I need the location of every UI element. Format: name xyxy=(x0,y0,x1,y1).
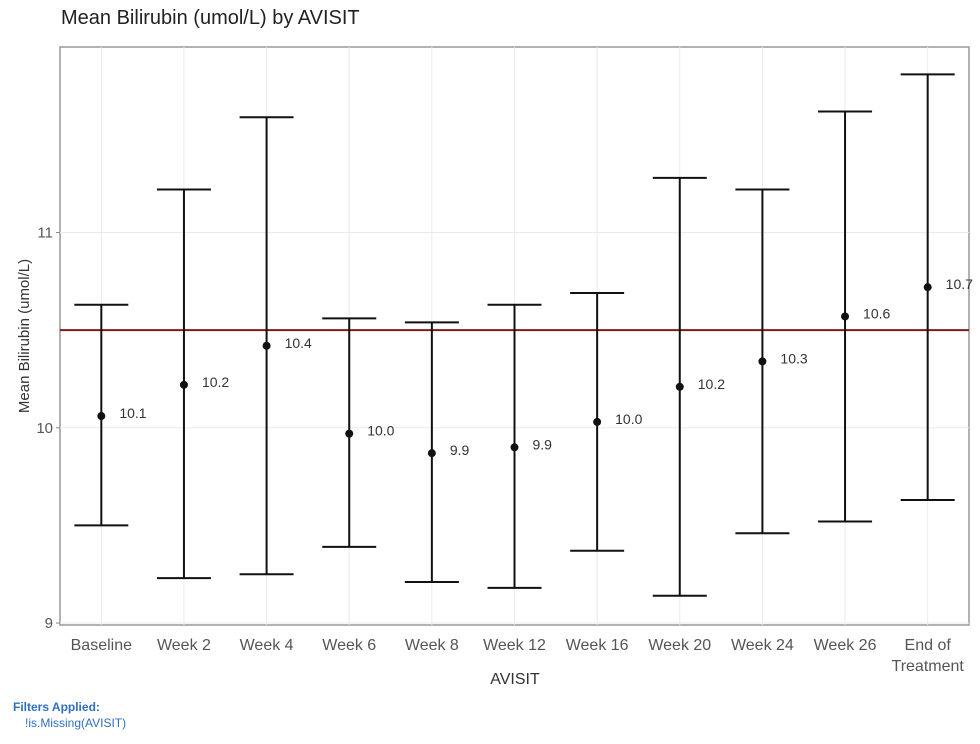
x-tick-label: Week 2 xyxy=(157,637,211,654)
mean-point xyxy=(179,380,188,389)
x-tick-label: Week 24 xyxy=(731,637,794,654)
x-tick-label: Week 26 xyxy=(814,637,877,654)
data-label: 10.7 xyxy=(946,276,973,292)
data-label: 10.0 xyxy=(367,423,394,439)
x-tick-label: End of xyxy=(905,637,952,654)
mean-point xyxy=(97,412,106,421)
data-label: 9.9 xyxy=(450,442,470,458)
data-label: 10.2 xyxy=(202,374,229,390)
mean-point xyxy=(510,443,519,452)
chart-title: Mean Bilirubin (umol/L) by AVISIT xyxy=(61,7,360,29)
y-tick-label: 9 xyxy=(45,615,53,632)
mean-point xyxy=(923,283,932,292)
filters-panel: Filters Applied: !is.Missing(AVISIT) xyxy=(13,700,126,730)
error-bars: 10.1 10.2 10.4 10.0 9.9 9.9 10.0 10.2 10.3 10.6 10… xyxy=(74,73,973,597)
data-label: 10.2 xyxy=(698,376,725,392)
mean-point xyxy=(841,312,850,321)
data-label: 10.0 xyxy=(615,411,642,427)
x-tick-label: Week 4 xyxy=(240,637,294,654)
y-axis: 9 10 11 xyxy=(36,225,60,632)
mean-point xyxy=(345,429,354,438)
mean-point xyxy=(262,341,271,350)
filter-item: !is.Missing(AVISIT) xyxy=(25,716,127,730)
data-label: 10.3 xyxy=(780,350,807,366)
x-axis: Baseline Week 2 Week 4 Week 6 Week 8 Week 12 W… xyxy=(71,637,965,675)
filters-title: Filters Applied: xyxy=(13,700,100,714)
mean-point xyxy=(593,417,602,426)
x-axis-title: AVISIT xyxy=(490,671,540,688)
mean-point xyxy=(675,382,684,391)
data-label: 10.4 xyxy=(285,335,312,351)
data-label: 10.1 xyxy=(119,405,146,421)
mean-point xyxy=(758,357,767,366)
mean-point xyxy=(427,449,436,458)
x-tick-label: Week 16 xyxy=(566,637,629,654)
y-tick-label: 11 xyxy=(37,225,53,242)
x-tick-label: Week 8 xyxy=(405,637,459,654)
data-label: 9.9 xyxy=(533,436,553,452)
y-tick-label: 10 xyxy=(36,420,53,437)
y-axis-title: Mean Bilirubin (umol/L) xyxy=(16,259,33,413)
x-tick-label: Week 6 xyxy=(322,637,376,654)
x-tick-label: Treatment xyxy=(892,658,965,675)
data-label: 10.6 xyxy=(863,305,890,321)
x-tick-label: Week 20 xyxy=(648,637,711,654)
x-tick-label: Baseline xyxy=(71,637,132,654)
x-tick-label: Week 12 xyxy=(483,637,546,654)
